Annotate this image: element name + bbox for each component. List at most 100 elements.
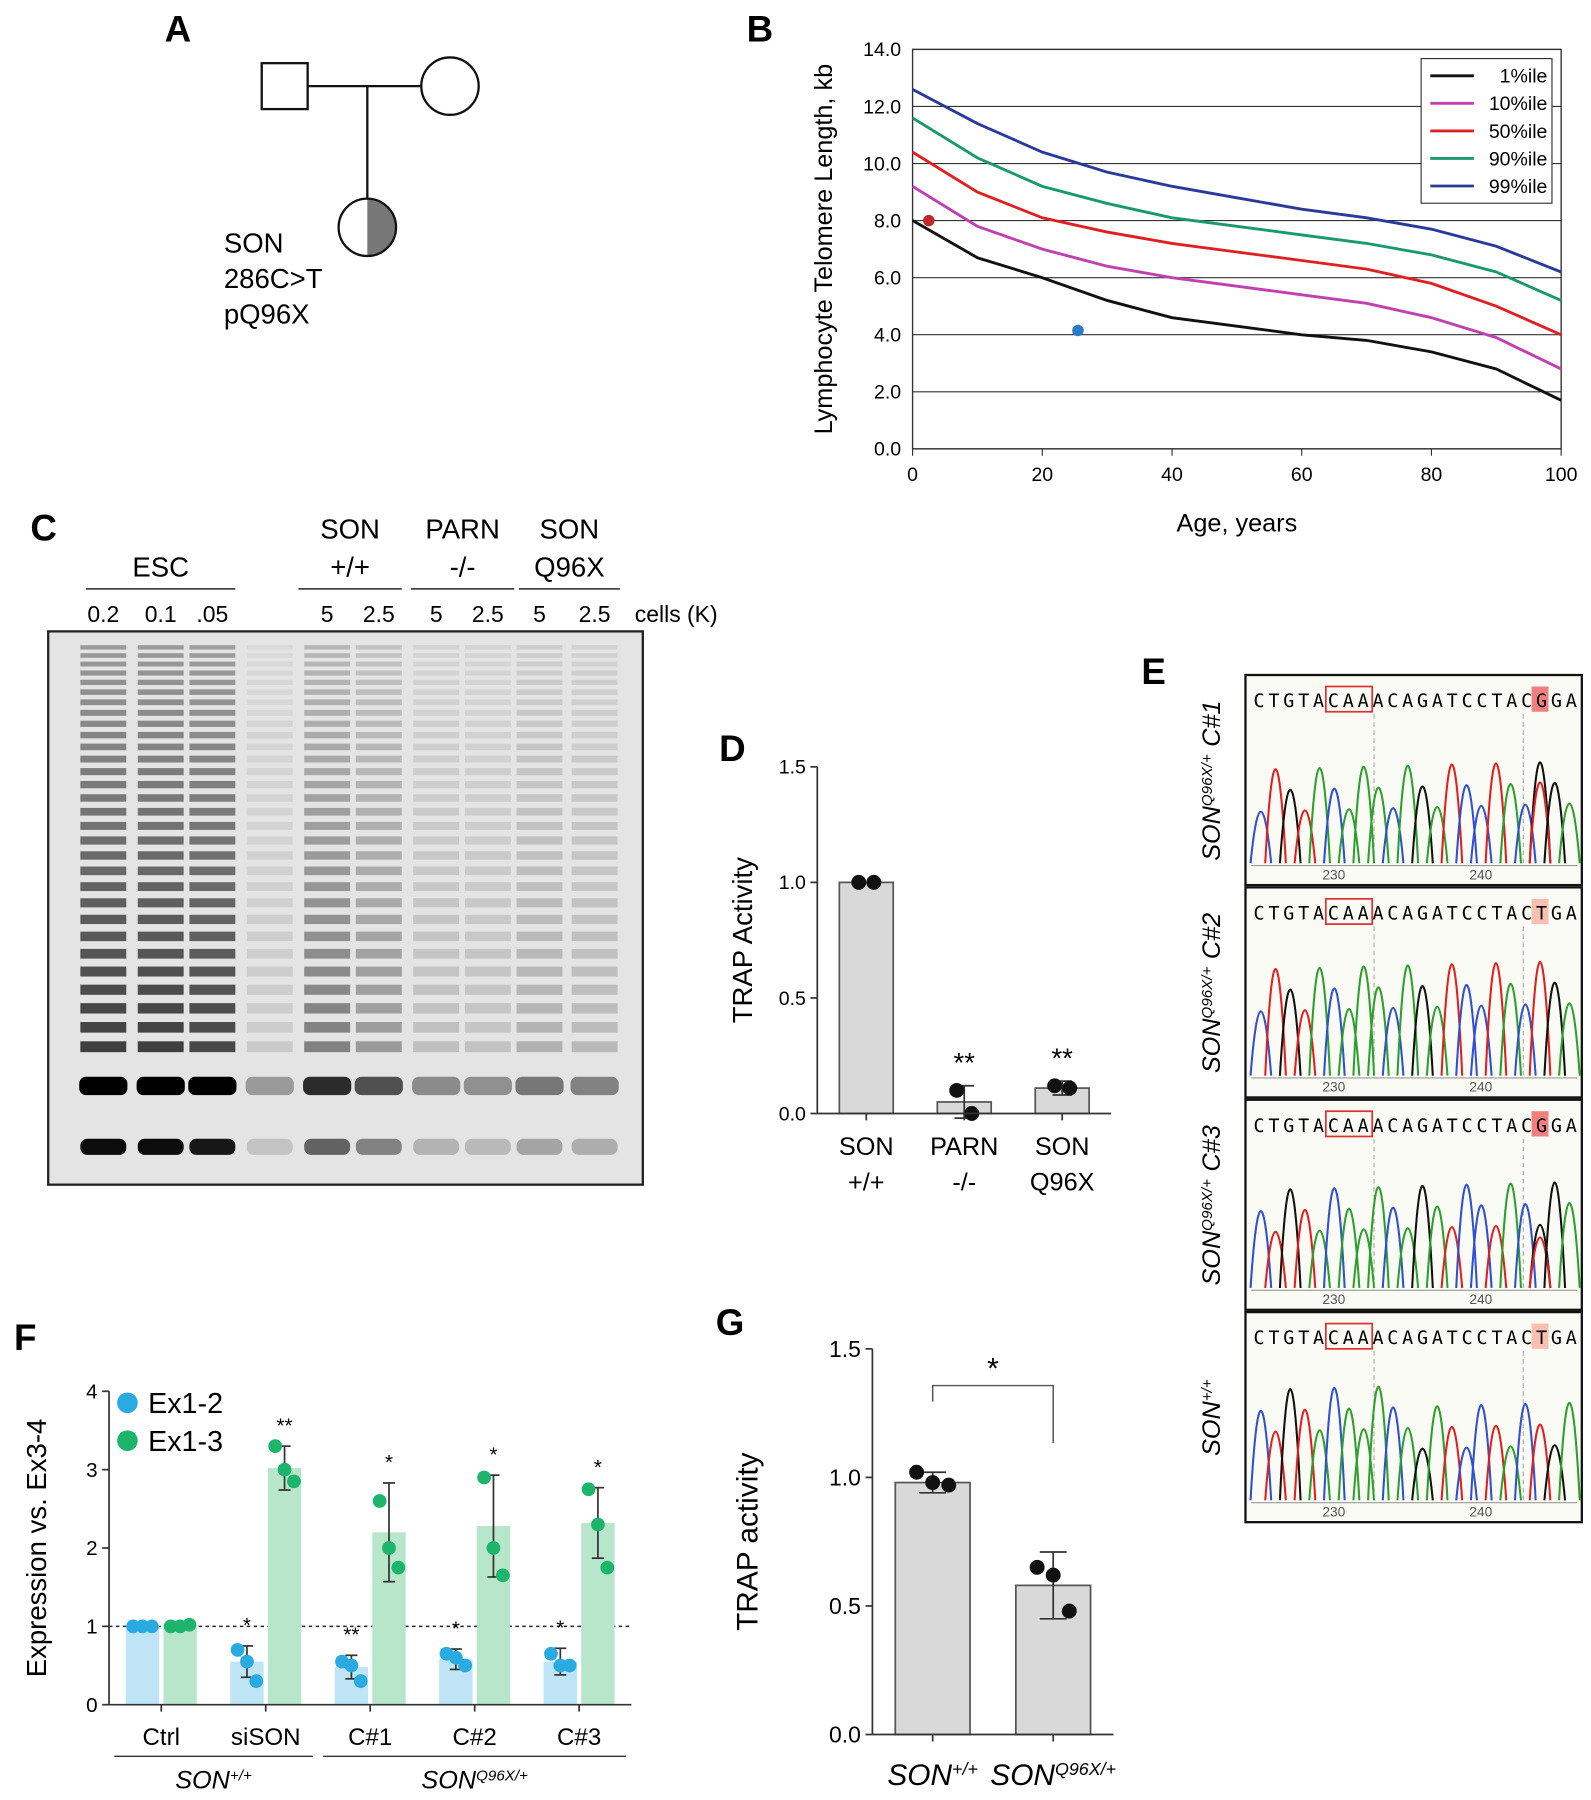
gel-band	[189, 755, 236, 763]
data-point	[1072, 324, 1084, 337]
gel-band	[189, 914, 236, 925]
significance-label: *	[987, 1353, 999, 1386]
gel-band	[80, 661, 127, 667]
trace-peak	[1484, 1224, 1508, 1289]
gel-band	[464, 743, 511, 751]
x-tick-label: SON	[839, 1133, 894, 1161]
lane-label: 0.1	[145, 601, 177, 627]
gel-band	[189, 794, 236, 802]
gel-band	[464, 807, 511, 816]
trace-peak	[1352, 1228, 1376, 1289]
trace-label-part: SON	[1198, 1018, 1226, 1073]
trace-peak	[1425, 1005, 1449, 1076]
gel-band	[571, 948, 618, 959]
gel-band	[413, 679, 460, 686]
gel-band	[571, 807, 618, 816]
gel-band	[137, 836, 184, 845]
gel-band	[246, 679, 293, 686]
gel-band	[137, 1041, 184, 1053]
gel-band	[464, 670, 511, 676]
trace-peak	[1264, 1231, 1287, 1289]
gel-band	[246, 931, 293, 942]
gel-band	[516, 931, 563, 942]
gel-band	[189, 931, 236, 942]
gel-band	[571, 780, 618, 789]
data-point	[353, 1674, 368, 1689]
lane-label: 0.2	[87, 601, 119, 627]
gel-band	[355, 743, 402, 751]
gel-band	[137, 679, 184, 686]
gel-band	[355, 1138, 402, 1155]
trace-peak	[1558, 802, 1581, 864]
lane-label: 5	[321, 601, 334, 627]
gel-band	[413, 836, 460, 845]
gel-band	[464, 931, 511, 942]
gel-band	[189, 1022, 236, 1033]
gel-band	[571, 1138, 618, 1155]
gel-band	[80, 914, 127, 925]
gel-band	[571, 914, 618, 925]
gel-band	[246, 1003, 293, 1014]
data-point	[949, 1082, 965, 1098]
gel-band	[516, 689, 563, 695]
gel-band	[80, 1138, 127, 1155]
codon-box	[1324, 1110, 1374, 1138]
gel-band	[246, 780, 293, 789]
gel-band	[571, 689, 618, 695]
gel-band	[516, 807, 563, 816]
x-tick-label: Ctrl	[143, 1724, 180, 1751]
y-tick-label: 1	[86, 1616, 98, 1639]
gel-band	[246, 794, 293, 802]
gel-band	[355, 966, 402, 977]
gel-band	[246, 731, 293, 739]
y-tick-label: 10.0	[863, 153, 901, 175]
trace-peak	[1249, 810, 1273, 864]
bar	[125, 1626, 160, 1705]
gel-band	[188, 1076, 237, 1096]
y-tick-label: 14.0	[863, 39, 901, 61]
gel-band	[137, 661, 184, 667]
gel-band	[246, 914, 293, 925]
gel-band	[304, 1138, 351, 1155]
series-line	[911, 185, 1562, 371]
gel-band	[304, 699, 351, 706]
x-tick-label-group: SON Q96X	[1030, 1133, 1095, 1197]
gel-band	[355, 731, 402, 739]
gel-band	[571, 743, 618, 751]
y-tick-label: 12.0	[863, 96, 901, 118]
gel-band	[137, 794, 184, 802]
gel-band	[355, 689, 402, 695]
gel-band	[246, 709, 293, 716]
trace-label-part: SON	[1198, 805, 1226, 860]
gel-band	[516, 699, 563, 706]
x-tick-label: 100	[1545, 464, 1578, 486]
gel-band	[246, 836, 293, 845]
trace-peak	[1440, 1226, 1464, 1289]
series-line	[911, 219, 1562, 402]
bar	[838, 881, 895, 1115]
gel-band	[80, 851, 127, 860]
trace-peak	[1455, 1446, 1478, 1501]
gel-band	[246, 851, 293, 860]
gel-band	[189, 699, 236, 706]
gel-band	[246, 768, 293, 776]
gel-band	[246, 661, 293, 667]
gel-group-label: PARN	[425, 513, 499, 544]
gel-band	[304, 948, 351, 959]
gel-band	[189, 898, 236, 908]
gel-group-label: SON	[540, 513, 600, 544]
gel-band	[80, 679, 127, 686]
gel-band	[463, 1076, 512, 1096]
gel-band	[80, 720, 127, 727]
trace-peak	[1352, 1428, 1376, 1501]
gel-band	[413, 807, 460, 816]
gel-band	[413, 948, 460, 959]
gel-band	[304, 755, 351, 763]
gel-band	[80, 836, 127, 845]
gel-band	[246, 882, 293, 892]
x-tick-label: siSON	[231, 1724, 301, 1751]
gel-band	[355, 898, 402, 908]
y-tick-label: 0.0	[829, 1722, 861, 1748]
trace-label-part: C#3	[1198, 1125, 1226, 1171]
gel-band	[189, 836, 236, 845]
